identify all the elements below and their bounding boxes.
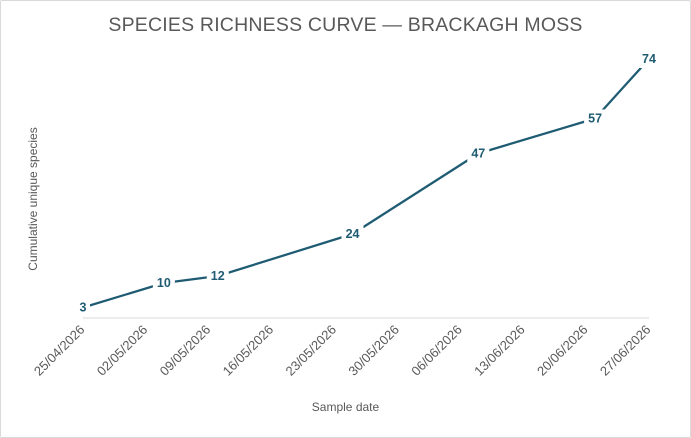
data-label: 24 xyxy=(346,227,360,241)
x-tick-label: 02/05/2026 xyxy=(94,322,151,379)
x-axis-title: Sample date xyxy=(311,400,380,414)
x-tick-label: 23/05/2026 xyxy=(282,322,339,379)
data-label-background xyxy=(467,144,490,163)
data-label: 10 xyxy=(157,276,171,290)
data-label-background xyxy=(76,298,90,317)
data-label: 57 xyxy=(588,112,602,126)
x-tick-label: 06/06/2026 xyxy=(408,322,465,379)
data-label-background xyxy=(152,274,175,292)
data-label: 74 xyxy=(642,52,656,66)
x-tick-label: 20/06/2026 xyxy=(534,322,591,379)
data-label-background xyxy=(638,50,660,68)
data-label: 3 xyxy=(80,301,87,315)
x-tick-label: 13/06/2026 xyxy=(471,322,528,379)
chart-title: SPECIES RICHNESS CURVE — BRACKAGH MOSS xyxy=(108,14,583,36)
x-tick-label: 27/06/2026 xyxy=(597,322,654,379)
x-tick-label: 25/04/2026 xyxy=(31,322,88,379)
data-label: 12 xyxy=(211,269,225,283)
series-line xyxy=(81,57,651,309)
x-tick-label: 16/05/2026 xyxy=(220,322,277,379)
x-tick-label: 09/05/2026 xyxy=(157,322,214,379)
data-label-background xyxy=(584,109,607,128)
data-label-background xyxy=(341,225,364,243)
x-tick-label: 30/05/2026 xyxy=(345,322,402,379)
data-label-background xyxy=(206,267,229,285)
data-label: 47 xyxy=(471,147,485,161)
